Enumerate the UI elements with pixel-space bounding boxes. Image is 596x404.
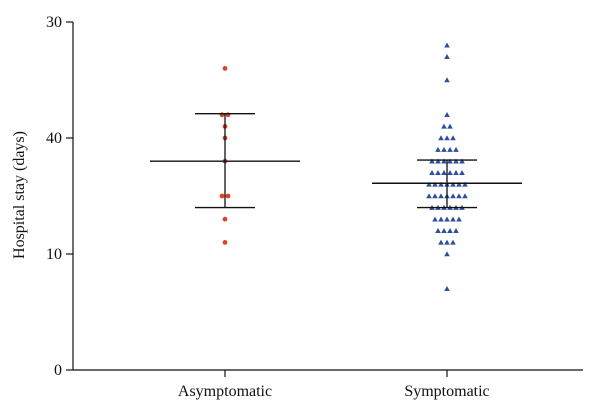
y-tick-label: 40 xyxy=(46,130,62,147)
data-point-triangle xyxy=(450,135,456,141)
data-point-triangle xyxy=(456,181,462,187)
data-point-triangle xyxy=(432,193,438,199)
data-point-triangle xyxy=(441,158,447,164)
data-point-triangle xyxy=(435,228,441,234)
data-point-triangle xyxy=(444,54,450,60)
data-point-triangle xyxy=(444,286,450,292)
data-point-triangle xyxy=(435,158,441,164)
y-tick-label: 30 xyxy=(46,14,62,31)
data-point-triangle xyxy=(438,239,444,245)
data-point-triangle xyxy=(444,42,450,48)
data-point-triangle xyxy=(450,239,456,245)
data-point-circle xyxy=(222,66,228,71)
data-point-triangle xyxy=(444,239,450,245)
data-point-triangle xyxy=(450,181,456,187)
y-tick-label: 0 xyxy=(54,362,62,379)
data-point-triangle xyxy=(459,158,465,164)
data-point-triangle xyxy=(444,251,450,257)
data-point-triangle xyxy=(426,181,432,187)
x-tick-label: Asymptomatic xyxy=(178,383,272,400)
data-point-triangle xyxy=(459,170,465,176)
data-point-triangle xyxy=(447,123,453,129)
x-tick-label: Symptomatic xyxy=(404,383,489,400)
data-point-circle xyxy=(219,193,225,199)
data-points xyxy=(219,42,468,292)
data-point-triangle xyxy=(453,146,459,152)
data-point-triangle xyxy=(444,135,450,141)
data-point-triangle xyxy=(435,146,441,152)
y-tick-label: 10 xyxy=(46,246,62,263)
data-point-triangle xyxy=(447,158,453,164)
data-point-triangle xyxy=(429,170,435,176)
data-point-triangle xyxy=(456,216,462,222)
data-point-triangle xyxy=(462,181,468,187)
data-point-triangle xyxy=(450,193,456,199)
data-point-triangle xyxy=(438,181,444,187)
data-point-triangle xyxy=(444,216,450,222)
y-axis-title: Hospital stay (days) xyxy=(11,131,28,259)
data-point-triangle xyxy=(462,193,468,199)
data-point-triangle xyxy=(453,228,459,234)
data-point-circle xyxy=(225,193,231,199)
data-point-triangle xyxy=(429,158,435,164)
data-point-triangle xyxy=(456,193,462,199)
data-point-triangle xyxy=(438,135,444,141)
axes: 0 10 40 30 Asymptomatic Symptomatic xyxy=(46,14,583,400)
data-point-triangle xyxy=(435,170,441,176)
data-point-triangle xyxy=(426,193,432,199)
data-point-triangle xyxy=(447,228,453,234)
data-point-triangle xyxy=(444,112,450,118)
summary-bars xyxy=(150,112,522,209)
data-point-triangle xyxy=(432,181,438,187)
data-point-triangle xyxy=(453,158,459,164)
data-point-triangle xyxy=(447,146,453,152)
data-point-triangle xyxy=(441,170,447,176)
data-point-triangle xyxy=(441,146,447,152)
data-point-triangle xyxy=(432,216,438,222)
data-point-triangle xyxy=(450,216,456,222)
data-point-triangle xyxy=(438,193,444,199)
data-point-triangle xyxy=(441,123,447,129)
data-point-triangle xyxy=(438,216,444,222)
data-point-triangle xyxy=(453,170,459,176)
data-point-circle xyxy=(222,240,228,245)
data-point-triangle xyxy=(441,228,447,234)
data-point-triangle xyxy=(447,170,453,176)
data-point-triangle xyxy=(444,77,450,83)
data-point-circle xyxy=(222,216,228,222)
